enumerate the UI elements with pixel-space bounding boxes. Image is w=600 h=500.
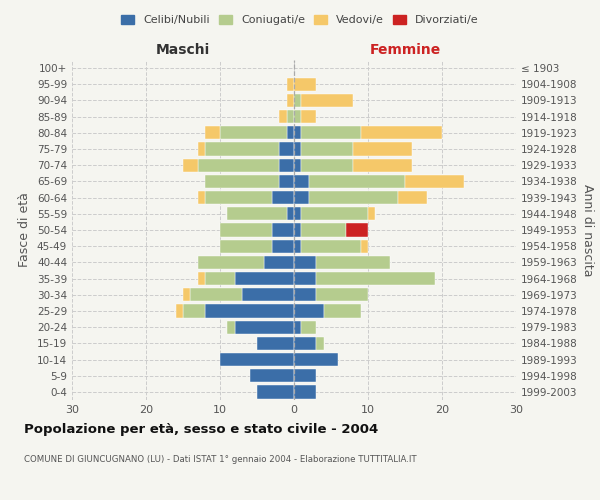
Bar (353, 158, 412, 172)
Bar (242, 288, 294, 302)
Bar (279, 175, 294, 188)
Bar (301, 142, 353, 156)
Bar (272, 191, 294, 204)
Bar (294, 142, 301, 156)
Bar (287, 207, 294, 220)
Bar (205, 142, 279, 156)
Bar (176, 304, 183, 318)
Bar (361, 126, 442, 140)
Bar (301, 207, 368, 220)
Bar (316, 256, 390, 269)
Bar (205, 191, 272, 204)
Text: Femmine: Femmine (370, 43, 440, 57)
Bar (294, 126, 301, 140)
Bar (294, 386, 316, 398)
Text: Popolazione per età, sesso e stato civile - 2004: Popolazione per età, sesso e stato civil… (24, 422, 378, 436)
Bar (198, 191, 205, 204)
Bar (220, 240, 272, 253)
Bar (279, 142, 294, 156)
Bar (301, 126, 361, 140)
Bar (257, 336, 294, 350)
Bar (294, 353, 338, 366)
Bar (227, 320, 235, 334)
Bar (316, 336, 323, 350)
Bar (294, 288, 316, 302)
Legend: Celibi/Nubili, Coniugati/e, Vedovi/e, Divorziati/e: Celibi/Nubili, Coniugati/e, Vedovi/e, Di… (117, 10, 483, 30)
Bar (368, 207, 376, 220)
Bar (205, 175, 279, 188)
Bar (198, 142, 205, 156)
Bar (294, 304, 323, 318)
Bar (294, 94, 301, 107)
Bar (301, 240, 361, 253)
Bar (287, 126, 294, 140)
Bar (294, 78, 316, 91)
Y-axis label: Anni di nascita: Anni di nascita (581, 184, 594, 276)
Bar (294, 175, 309, 188)
Bar (183, 304, 205, 318)
Bar (279, 158, 294, 172)
Bar (198, 256, 265, 269)
Bar (250, 369, 294, 382)
Bar (323, 304, 361, 318)
Bar (205, 126, 220, 140)
Bar (294, 256, 316, 269)
Bar (294, 240, 301, 253)
Bar (346, 224, 368, 236)
Bar (287, 94, 294, 107)
Bar (309, 175, 405, 188)
Bar (294, 369, 316, 382)
Bar (309, 191, 398, 204)
Bar (198, 158, 279, 172)
Bar (301, 320, 316, 334)
Bar (272, 240, 294, 253)
Bar (294, 110, 301, 124)
Bar (316, 272, 434, 285)
Bar (220, 224, 272, 236)
Bar (294, 191, 309, 204)
Bar (316, 288, 368, 302)
Bar (227, 207, 287, 220)
Bar (220, 353, 294, 366)
Bar (294, 224, 301, 236)
Text: COMUNE DI GIUNCUGNANO (LU) - Dati ISTAT 1° gennaio 2004 - Elaborazione TUTTITALI: COMUNE DI GIUNCUGNANO (LU) - Dati ISTAT … (24, 455, 416, 464)
Bar (235, 272, 294, 285)
Bar (183, 288, 190, 302)
Bar (205, 304, 294, 318)
Bar (265, 256, 294, 269)
Bar (405, 175, 464, 188)
Bar (301, 110, 316, 124)
Bar (205, 272, 235, 285)
Bar (361, 240, 368, 253)
Text: Maschi: Maschi (156, 43, 210, 57)
Bar (220, 126, 287, 140)
Bar (294, 158, 301, 172)
Bar (183, 158, 198, 172)
Bar (235, 320, 294, 334)
Bar (257, 386, 294, 398)
Bar (398, 191, 427, 204)
Bar (294, 272, 316, 285)
Bar (198, 272, 205, 285)
Bar (272, 224, 294, 236)
Bar (301, 224, 346, 236)
Bar (287, 110, 294, 124)
Bar (301, 94, 353, 107)
Bar (294, 336, 316, 350)
Y-axis label: Fasce di età: Fasce di età (19, 192, 31, 268)
Bar (301, 158, 353, 172)
Bar (279, 110, 287, 124)
Bar (287, 78, 294, 91)
Bar (190, 288, 242, 302)
Bar (294, 207, 301, 220)
Bar (353, 142, 412, 156)
Bar (294, 320, 301, 334)
